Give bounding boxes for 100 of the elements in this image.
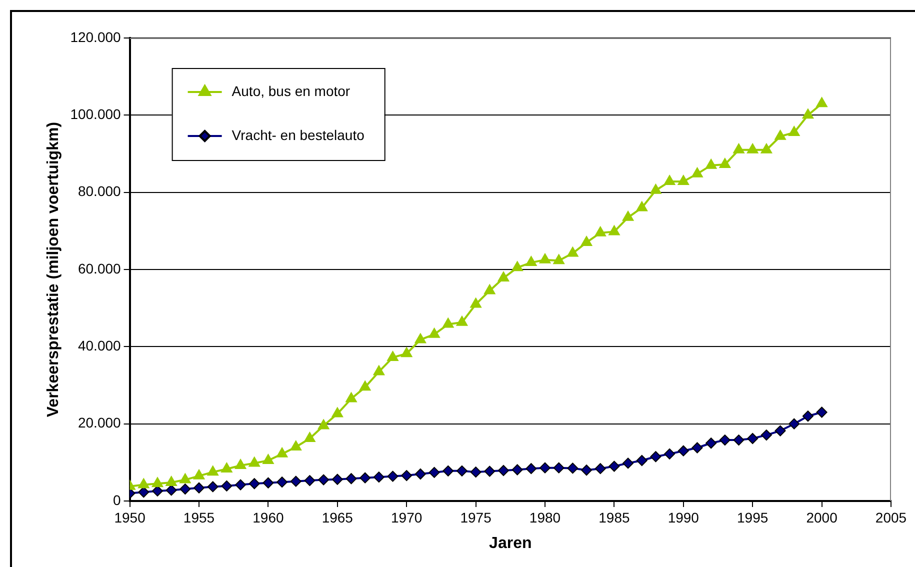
point — [760, 430, 772, 441]
point — [373, 472, 384, 483]
x-tick-label: 1975 — [460, 509, 492, 526]
point — [636, 454, 648, 466]
y-tick-label: 100.000 — [70, 106, 122, 122]
point — [774, 425, 786, 436]
point — [650, 451, 662, 462]
x-tick-label: 1960 — [252, 509, 284, 526]
point — [747, 432, 758, 444]
point — [346, 473, 357, 484]
point — [442, 465, 454, 476]
point — [664, 448, 676, 460]
point — [512, 464, 523, 476]
point — [719, 158, 731, 168]
x-tick-label: 1995 — [737, 509, 768, 526]
point — [498, 465, 509, 476]
point — [180, 484, 191, 495]
point — [248, 478, 260, 490]
point — [705, 158, 717, 169]
point — [622, 458, 634, 469]
point — [234, 459, 246, 470]
point — [622, 210, 634, 221]
point — [456, 316, 468, 326]
point — [221, 480, 232, 492]
point — [594, 463, 606, 474]
point — [608, 460, 620, 472]
point — [262, 454, 274, 464]
y-tick-label: 80.000 — [78, 183, 122, 200]
point — [788, 126, 800, 136]
point — [816, 406, 828, 418]
point — [235, 479, 246, 490]
point — [566, 246, 578, 257]
legend-label: Vracht- en bestelauto — [232, 126, 365, 143]
x-tick-label: 1955 — [183, 509, 215, 526]
x-axis-title: Jaren — [489, 534, 532, 552]
x-tick-label: 1970 — [391, 509, 422, 526]
point — [414, 468, 426, 480]
point — [387, 350, 398, 361]
x-tick-label: 2000 — [806, 509, 838, 526]
point — [636, 201, 648, 212]
point — [719, 434, 730, 446]
point — [276, 476, 288, 488]
point — [760, 143, 772, 154]
point — [318, 474, 330, 486]
point — [525, 256, 537, 266]
point — [539, 253, 551, 264]
point — [276, 447, 288, 458]
x-tick-label: 1985 — [598, 509, 630, 526]
point — [512, 261, 524, 272]
point — [526, 463, 537, 474]
x-tick-label: 1950 — [114, 509, 146, 526]
point — [816, 97, 828, 108]
point — [207, 466, 219, 476]
point — [193, 469, 205, 480]
point — [401, 470, 412, 482]
point — [774, 130, 786, 140]
point — [650, 184, 662, 194]
point — [594, 226, 606, 236]
point — [608, 225, 620, 236]
point — [553, 254, 565, 264]
point — [706, 438, 717, 449]
point — [428, 328, 440, 338]
point — [692, 167, 703, 178]
point — [318, 419, 330, 430]
point — [346, 392, 357, 402]
point — [332, 407, 344, 418]
point — [802, 410, 814, 422]
point — [207, 481, 218, 492]
point — [400, 347, 412, 358]
point — [788, 418, 800, 430]
point — [678, 175, 690, 186]
point — [484, 466, 496, 477]
x-tick-label: 1980 — [529, 509, 561, 526]
point — [152, 477, 164, 488]
point — [692, 442, 703, 454]
point — [166, 484, 177, 496]
point — [498, 271, 510, 282]
point — [442, 318, 454, 328]
y-tick-label: 20.000 — [78, 414, 122, 431]
y-tick-label: 120.000 — [70, 28, 122, 45]
point — [733, 143, 744, 154]
point — [373, 365, 385, 376]
legend-label: Auto, bus en motor — [232, 82, 350, 99]
x-tick-label: 1965 — [322, 509, 354, 526]
point — [470, 298, 482, 308]
point — [540, 462, 551, 474]
x-tick-label: 1990 — [668, 509, 700, 526]
point — [262, 477, 274, 488]
y-tick-label: 40.000 — [78, 338, 122, 354]
point — [580, 236, 592, 246]
point — [194, 482, 205, 494]
point — [802, 108, 814, 119]
point — [179, 473, 191, 484]
point — [360, 472, 371, 484]
point — [332, 474, 343, 485]
point — [470, 466, 482, 478]
point — [166, 476, 178, 486]
point — [664, 175, 676, 186]
y-tick-label: 60.000 — [78, 260, 122, 276]
point — [484, 284, 496, 294]
